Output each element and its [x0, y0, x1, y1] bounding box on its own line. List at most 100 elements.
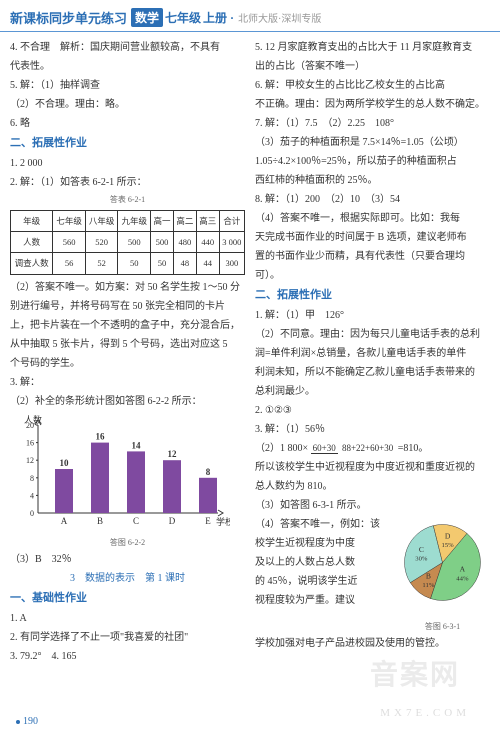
series-title: 新课标同步单元练习: [10, 8, 127, 27]
svg-text:A: A: [460, 565, 466, 574]
table-caption: 答表 6-2-1: [10, 192, 245, 207]
svg-text:12: 12: [26, 456, 34, 465]
section-heading: 二、拓展性作业: [10, 133, 245, 154]
text-line: 1. A: [10, 609, 245, 628]
text-line: 1. 解：（1）甲 126°: [255, 306, 490, 325]
text-line: 出的占比（答案不唯一）: [255, 57, 490, 76]
svg-text:8: 8: [30, 473, 34, 482]
text-line: 3. 解：（1）56％: [255, 420, 490, 439]
svg-text:12: 12: [168, 449, 178, 459]
text-line: 3. 解：: [10, 373, 245, 392]
text-line: 2. 解：（1）如答表 6-2-1 所示：: [10, 173, 245, 192]
svg-text:B: B: [97, 516, 103, 526]
right-column: 5. 12 月家庭教育支出的占比大于 11 月家庭教育支 出的占比（答案不唯一）…: [255, 38, 490, 666]
fraction-denominator: 88+22+60+30: [340, 443, 395, 453]
text-line: 总人数约为 810。: [255, 477, 490, 496]
bar-chart: 481216200人数学校10A16B14C12D8E: [10, 413, 245, 533]
text-line: 所以该校学生中近视程度为中度近视和重度近视的: [255, 458, 490, 477]
svg-text:16: 16: [26, 438, 34, 447]
svg-text:人数: 人数: [24, 414, 42, 425]
svg-text:D: D: [445, 531, 451, 540]
watermark-text: 音案网: [370, 653, 460, 693]
pie-caption: 答图 6-3-1: [395, 619, 490, 634]
svg-text:E: E: [205, 516, 211, 526]
svg-text:学校: 学校: [216, 516, 230, 527]
text-line: 西红柿的种植面积的 25％。: [255, 171, 490, 190]
edition-label: 北师大版·深圳专版: [238, 10, 321, 25]
svg-text:C: C: [419, 545, 424, 554]
table-row: 人数5605205005004804403 000: [11, 232, 245, 253]
svg-text:10: 10: [60, 458, 70, 468]
text-line: 不正确。理由：因为两所学校学生的总人数不确定。: [255, 95, 490, 114]
text-line: 润=单件利润×总销量，各款儿童电话手表的单件: [255, 344, 490, 363]
text-line: 6. 略: [10, 114, 245, 133]
text-line: （3）茄子的种植面积是 7.5×14％=1.05（公顷）: [255, 133, 490, 152]
text-line: 7. 解：（1）7.5 （2）2.25 108°: [255, 114, 490, 133]
text-line: 2. 有同学选择了不止一项"我喜爱的社团": [10, 628, 245, 647]
svg-text:15%: 15%: [442, 542, 455, 549]
svg-text:16: 16: [96, 431, 106, 441]
text-line: 置的书面作业少而精，具有代表性（只要合理均: [255, 247, 490, 266]
svg-text:4: 4: [30, 491, 34, 500]
svg-text:A: A: [61, 516, 68, 526]
formula-prefix: （2）1 800×: [255, 443, 308, 454]
chart-caption: 答图 6-2-2: [10, 535, 245, 550]
subject-badge: 数学: [131, 8, 163, 27]
svg-text:C: C: [133, 516, 139, 526]
svg-text:0: 0: [30, 509, 34, 518]
table-row: 年级七年级八年级九年级高一高二高三合计: [11, 211, 245, 232]
pie-chart-wrap: A44% B 11% C30% D 15% 答图 6-3-1: [395, 515, 490, 634]
text-line: （2）不合理。理由：略。: [10, 95, 245, 114]
text-line: 个号码的学生。: [10, 354, 245, 373]
text-line: 1.05÷4.2×100％=25％，所以茄子的种植面积占: [255, 152, 490, 171]
table-row: 调查人数565250504844300: [11, 253, 245, 274]
left-column: 4. 不合理 解析：国庆期间营业额较高，不具有 代表性。 5. 解：（1）抽样调…: [10, 38, 245, 666]
grade-label: 七年级: [165, 9, 201, 26]
page-dot-icon: [16, 720, 20, 724]
text-line: （2）答案不唯一。如方案：对 50 名学生按 1～50 分: [10, 278, 245, 297]
section-heading: 一、基础性作业: [10, 588, 245, 609]
text-line: 5. 12 月家庭教育支出的占比大于 11 月家庭教育支: [255, 38, 490, 57]
text-line: 天完成书面作业的时间属于 B 选项，建议老师布: [255, 228, 490, 247]
page-number: 190: [16, 716, 38, 727]
svg-text:14: 14: [132, 440, 142, 450]
text-line: （3）B 32％: [10, 550, 245, 569]
svg-text:30%: 30%: [415, 555, 428, 562]
text-line: 可）。: [255, 266, 490, 285]
grade-table: 年级七年级八年级九年级高一高二高三合计 人数560520500500480440…: [10, 210, 245, 274]
svg-text:11%: 11%: [422, 582, 434, 589]
svg-text:8: 8: [206, 466, 211, 476]
text-line: 上，把卡片装在一个不透明的盒子中，充分混合后，: [10, 316, 245, 335]
text-line: 代表性。: [10, 57, 245, 76]
svg-text:44%: 44%: [456, 575, 469, 582]
fraction: 60+30 88+22+60+30: [311, 444, 396, 454]
svg-text:B: B: [426, 571, 431, 580]
lesson-heading: 3 数据的表示 第 1 课时: [10, 569, 245, 588]
text-line: 总利润最少。: [255, 382, 490, 401]
text-line: 2. ①②③: [255, 401, 490, 420]
formula-suffix: =810。: [398, 443, 429, 454]
book-label: 上册 ·: [203, 9, 234, 26]
text-line: 8. 解：（1）200 （2）10 （3）54: [255, 190, 490, 209]
text-line: 学校加强对电子产品进校园及使用的管控。: [255, 634, 490, 653]
text-line: 1. 2 000: [10, 154, 245, 173]
text-line: 别进行编号，并将号码写在 50 张完全相同的卡片: [10, 297, 245, 316]
text-line: 3. 79.2° 4. 165: [10, 647, 245, 666]
page-number-value: 190: [23, 716, 38, 727]
svg-text:D: D: [169, 516, 176, 526]
text-line: （4）答案不唯一，根据实际即可。比如：我每: [255, 209, 490, 228]
content-columns: 4. 不合理 解析：国庆期间营业额较高，不具有 代表性。 5. 解：（1）抽样调…: [0, 38, 500, 666]
watermark-url: MX7E.COM: [380, 707, 470, 719]
text-line: （3）如答图 6-3-1 所示。: [255, 496, 490, 515]
text-line: 6. 解：甲校女生的占比比乙校女生的占比高: [255, 76, 490, 95]
section-heading: 二、拓展性作业: [255, 285, 490, 306]
text-line: 4. 不合理 解析：国庆期间营业额较高，不具有: [10, 38, 245, 57]
pie-chart: A44% B 11% C30% D 15%: [395, 515, 490, 610]
text-line: 从中抽取 5 张卡片，得到 5 个号码，选出对应这 5: [10, 335, 245, 354]
text-line: 利润未知，所以不能确定乙款儿童电话手表带来的: [255, 363, 490, 382]
text-line: （2）补全的条形统计图如答图 6-2-2 所示：: [10, 392, 245, 411]
fraction-numerator: 60+30: [311, 443, 338, 454]
formula-line: （2）1 800× 60+30 88+22+60+30 =810。: [255, 439, 490, 458]
text-line: 5. 解：（1）抽样调查: [10, 76, 245, 95]
page-header: 新课标同步单元练习 数学 七年级 上册 · 北师大版·深圳专版: [0, 0, 500, 32]
